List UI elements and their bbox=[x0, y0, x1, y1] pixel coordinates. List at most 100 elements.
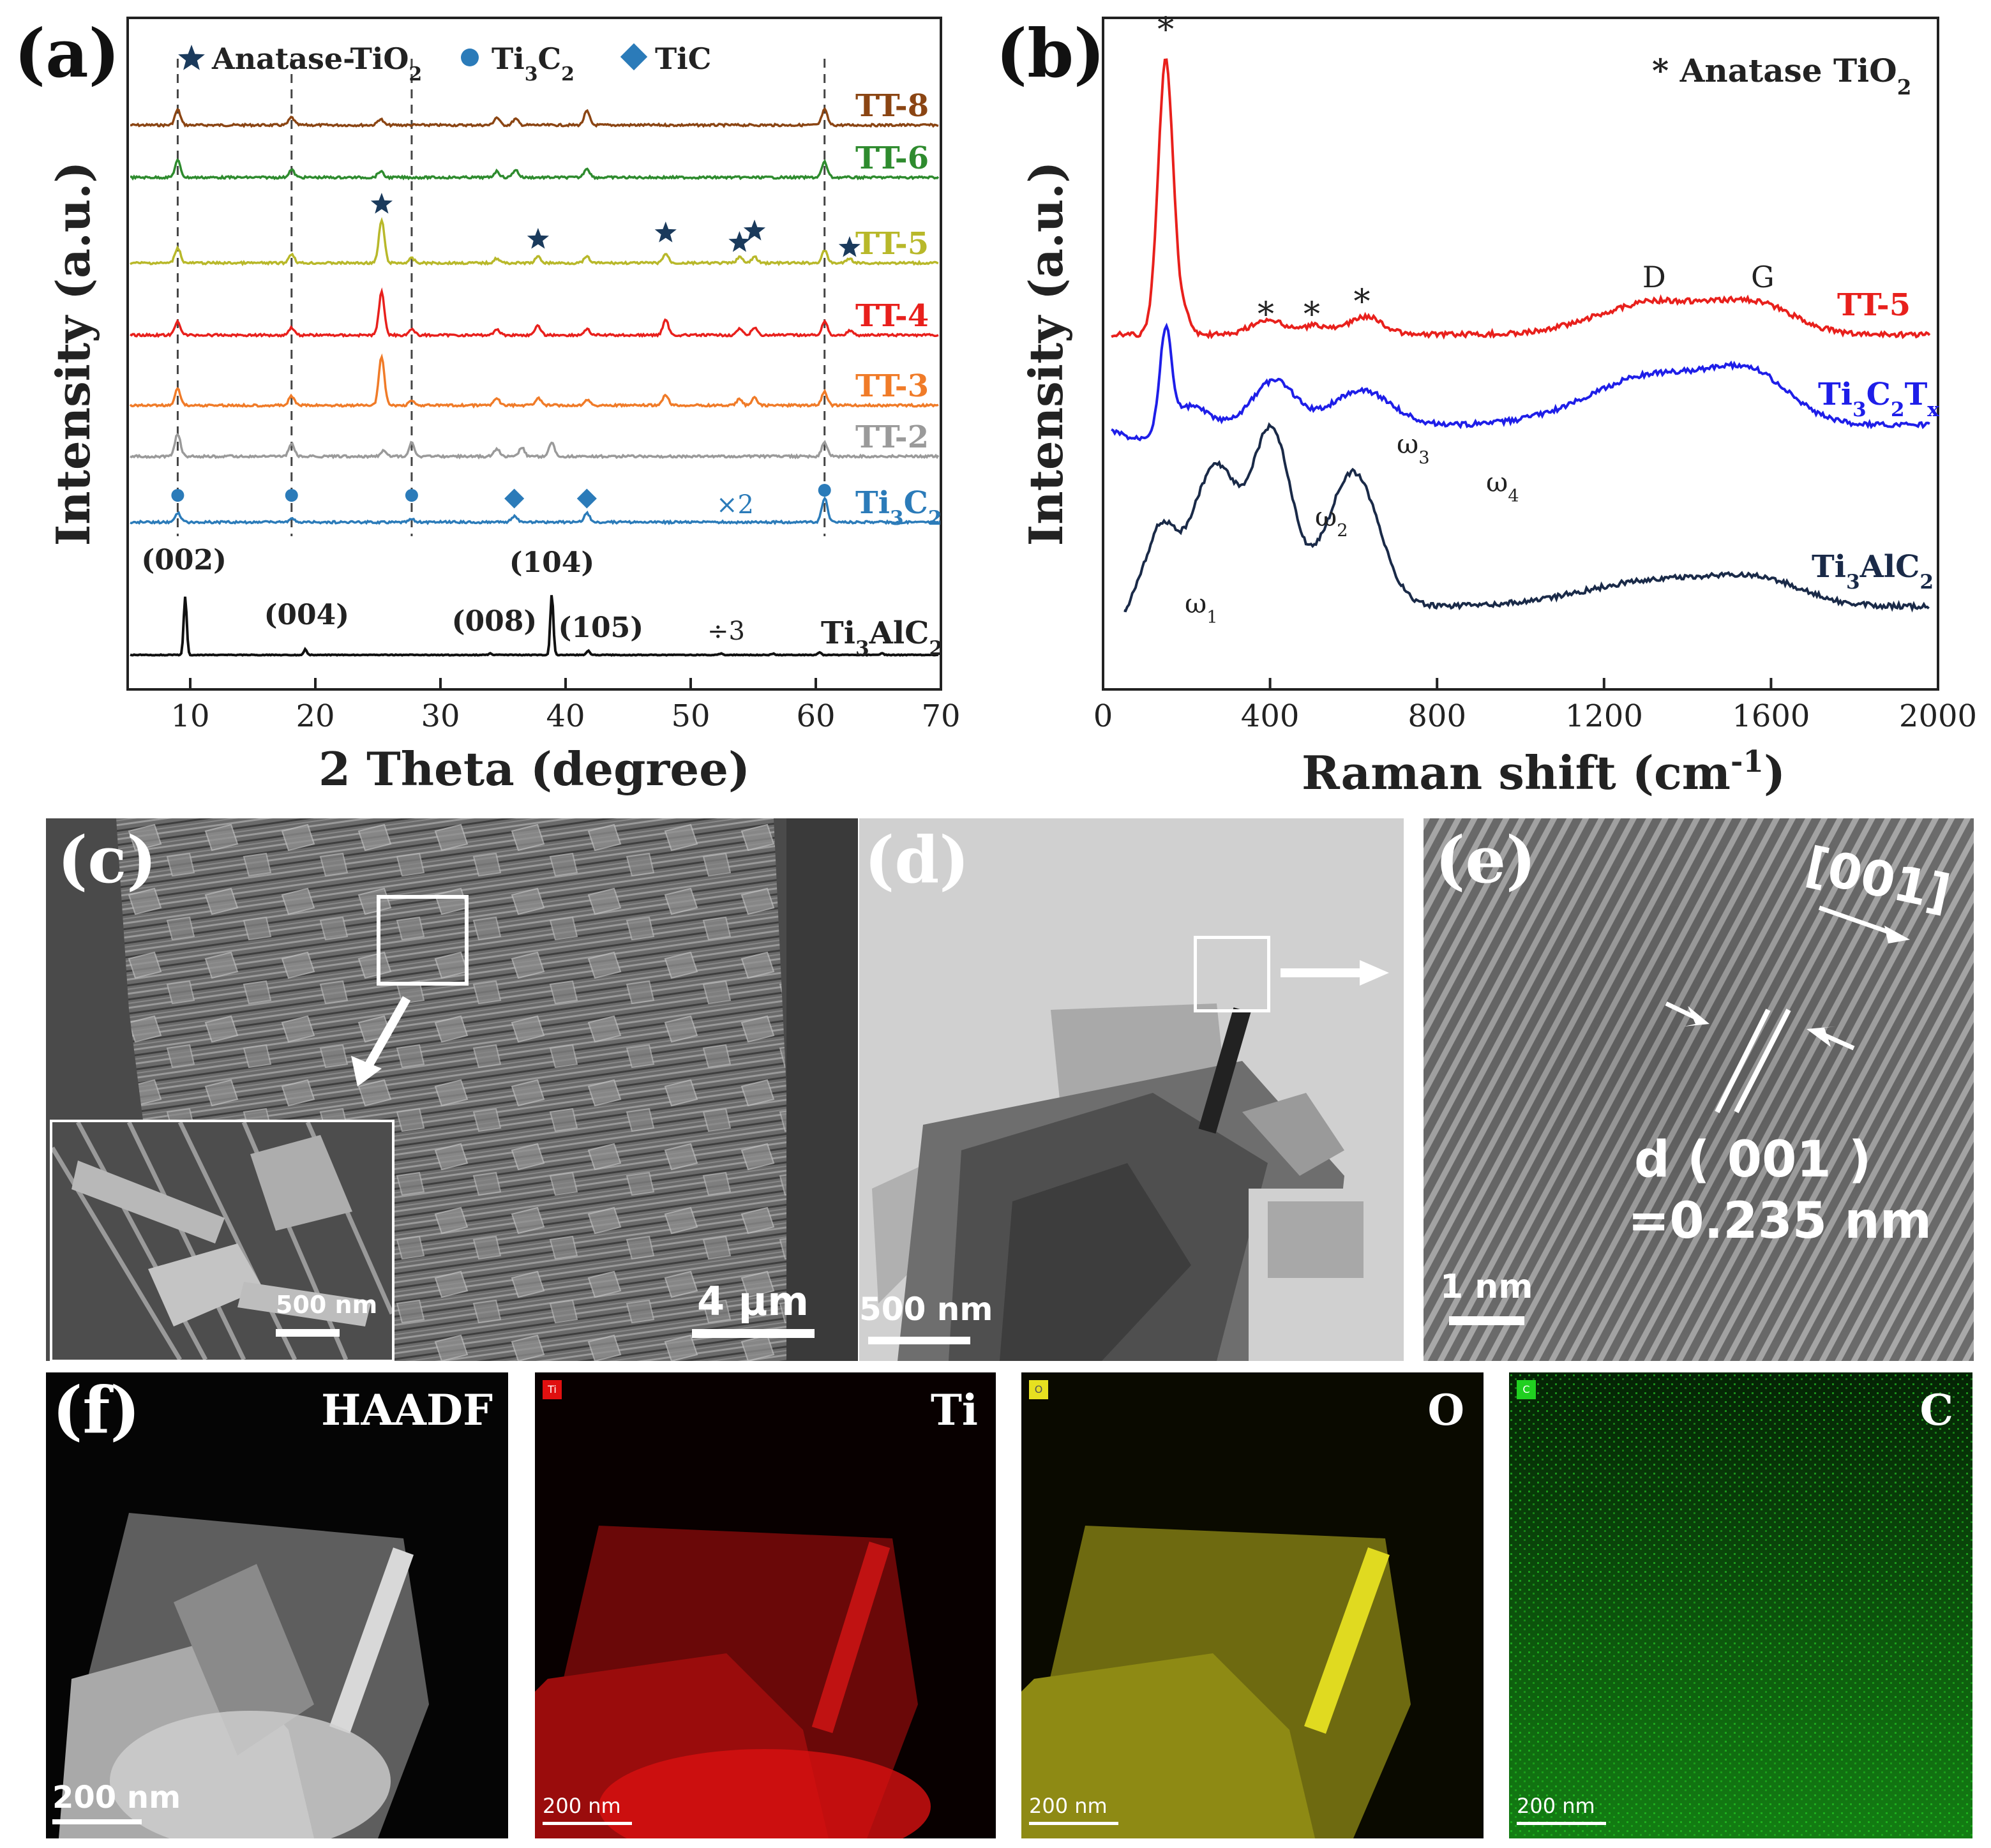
panel-label-e: (e) bbox=[1435, 822, 1536, 898]
map-title-o: O bbox=[1427, 1385, 1465, 1435]
legend-star-marker bbox=[178, 45, 205, 70]
anatase-star-marker: * bbox=[1157, 11, 1174, 49]
x-tick-label: 40 bbox=[546, 698, 585, 734]
tic-diamond-marker bbox=[576, 488, 597, 509]
y-axis-label: Intensity (a.u.) bbox=[1019, 162, 1073, 546]
peak-label: (008) bbox=[452, 605, 537, 638]
band-label: G bbox=[1751, 260, 1775, 294]
series-label-tt-3: TT-3 bbox=[855, 368, 929, 404]
series-line-ti3c2tx bbox=[1111, 322, 1930, 442]
x-tick-label: 60 bbox=[796, 698, 835, 734]
x-axis-label: 2 Theta (degree) bbox=[319, 742, 750, 796]
zoom-box bbox=[377, 895, 469, 986]
plot-frame bbox=[126, 17, 942, 691]
series-label-ti3alc2: Ti3AlC2 bbox=[1812, 549, 1934, 594]
sem-inset bbox=[50, 1120, 394, 1361]
scale-label: 200 nm bbox=[1029, 1794, 1108, 1818]
xrd-chart: 10 20 30 40 50 60 70 2 Theta (degree) Intensity … bbox=[14, 14, 961, 796]
mode-label: ω2 bbox=[1315, 501, 1348, 541]
x-tick-label: 70 bbox=[921, 698, 960, 734]
panel-label-d: (d) bbox=[864, 822, 970, 898]
raman-chart: 0 400 800 1200 1600 2000 Raman shift (cm-1) Int… bbox=[996, 11, 1977, 800]
tic-diamond-marker bbox=[504, 488, 525, 509]
scale-label: 500 nm bbox=[859, 1291, 993, 1328]
d-spacing-value: =0.235 nm bbox=[1628, 1192, 1932, 1250]
peak-label: (004) bbox=[264, 599, 349, 631]
series-label-tt-2: TT-2 bbox=[855, 419, 929, 455]
anatase-star-marker bbox=[370, 193, 393, 214]
series-label-ti3alc2: Ti3AlC2 bbox=[821, 615, 943, 660]
c-map-image bbox=[1509, 1372, 1972, 1838]
band-label: D bbox=[1642, 260, 1666, 294]
map-title-haadf: HAADF bbox=[321, 1385, 493, 1435]
d-spacing-index: d ( 001 ) bbox=[1634, 1131, 1872, 1189]
zoom-arrow bbox=[351, 996, 411, 1086]
panel-label-b: (b) bbox=[996, 14, 1105, 93]
ti3c2-circle-marker bbox=[285, 489, 298, 502]
series-line-tt-8 bbox=[130, 107, 939, 128]
x-tick-label: 1600 bbox=[1732, 698, 1810, 734]
scale-bar bbox=[1029, 1822, 1118, 1825]
ti3c2-circle-marker bbox=[818, 484, 831, 497]
series-line-tt-5 bbox=[1111, 58, 1931, 340]
anatase-star-marker bbox=[743, 220, 766, 241]
legend-tic: TiC bbox=[655, 41, 711, 76]
scale-label: 200 nm bbox=[543, 1794, 621, 1818]
scale-bar bbox=[868, 1337, 970, 1344]
scale-bar bbox=[543, 1822, 632, 1825]
x-tick-label: 10 bbox=[170, 698, 209, 734]
map-title-ti: Ti bbox=[930, 1385, 978, 1435]
plot-frame bbox=[1102, 17, 1939, 691]
series-label-ti3c2tx: Ti3C2Tx bbox=[1818, 377, 1939, 421]
inset-image bbox=[50, 1121, 394, 1361]
anatase-star-marker bbox=[527, 228, 549, 249]
scale-bar bbox=[52, 1819, 142, 1824]
anatase-star-marker: * bbox=[1258, 296, 1274, 334]
mode-label: ω3 bbox=[1397, 428, 1430, 468]
ti-badge: Ti bbox=[543, 1380, 562, 1399]
c-badge: C bbox=[1517, 1380, 1536, 1399]
x-tick-label: 30 bbox=[421, 698, 460, 734]
sem-image-panel: (c) 500 nm 4 μm bbox=[46, 818, 858, 1361]
map-title-c: C bbox=[1920, 1385, 1953, 1435]
series-label-tt-4: TT-4 bbox=[855, 298, 929, 334]
anatase-star-marker bbox=[838, 236, 860, 257]
scale-label: 200 nm bbox=[52, 1780, 181, 1815]
anatase-star-marker: * bbox=[1304, 296, 1320, 334]
peak-label: (002) bbox=[141, 544, 226, 576]
o-badge: O bbox=[1029, 1380, 1048, 1399]
series-line-ti3c2 bbox=[130, 496, 939, 525]
haadf-map: (f) HAADF 200 nm bbox=[46, 1372, 508, 1838]
series-line-tt-4 bbox=[130, 287, 939, 338]
series-line-tt-5 bbox=[130, 217, 939, 267]
series-line-tt-3 bbox=[129, 353, 939, 409]
panel-label-a: (a) bbox=[14, 14, 120, 93]
series-annotation: ×2 bbox=[716, 490, 754, 520]
series-label-tt-8: TT-8 bbox=[855, 88, 929, 124]
anatase-star-marker: * bbox=[1353, 283, 1370, 321]
scale-bar bbox=[1449, 1316, 1524, 1325]
scale-bar bbox=[1517, 1822, 1606, 1825]
hrtem-image-panel: (e) [001] d ( 001 ) =0.235 nm 1 nm bbox=[1424, 818, 1974, 1361]
scale-label: 200 nm bbox=[1517, 1794, 1595, 1818]
ti3c2-circle-marker bbox=[171, 489, 184, 502]
tem-image-panel: (d) 500 nm bbox=[859, 818, 1404, 1361]
panel-label-c: (c) bbox=[57, 822, 157, 898]
anatase-star-marker bbox=[728, 231, 751, 252]
series-annotation: ÷3 bbox=[707, 617, 745, 646]
ti-map-image bbox=[535, 1372, 996, 1838]
anatase-star-marker bbox=[654, 222, 677, 243]
legend-anatase: Anatase-TiO2 bbox=[211, 41, 422, 86]
x-tick-label: 1200 bbox=[1565, 698, 1643, 734]
x-tick-label: 0 bbox=[1093, 698, 1113, 734]
ti3c2-circle-marker bbox=[405, 489, 418, 502]
inset-scale-label: 500 nm bbox=[276, 1291, 378, 1319]
series-label-tt-6: TT-6 bbox=[855, 140, 929, 176]
legend-ti3c2: Ti3C2 bbox=[492, 41, 575, 86]
mode-label: ω4 bbox=[1486, 467, 1519, 506]
inset-scale-bar bbox=[276, 1329, 340, 1337]
zoom-arrow bbox=[1281, 960, 1389, 986]
scale-bar bbox=[692, 1329, 815, 1338]
scale-label: 4 μm bbox=[697, 1278, 809, 1325]
peak-label: (104) bbox=[509, 546, 594, 579]
